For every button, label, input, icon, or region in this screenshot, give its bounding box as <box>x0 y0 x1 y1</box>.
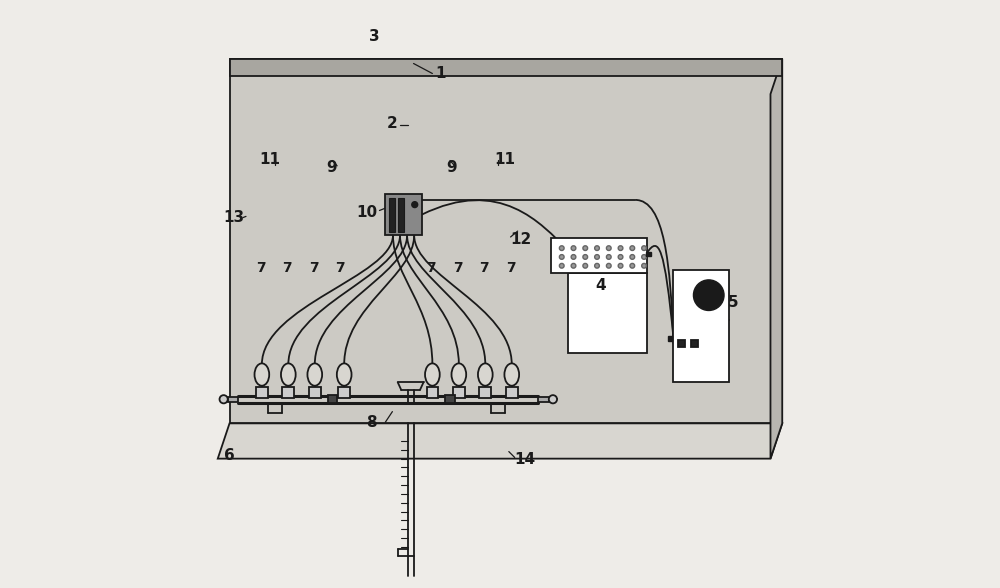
Ellipse shape <box>337 363 352 386</box>
Bar <box>282 387 294 398</box>
Text: 14: 14 <box>515 452 536 467</box>
Text: 1: 1 <box>435 66 446 81</box>
Bar <box>568 273 647 353</box>
Circle shape <box>642 246 646 250</box>
Circle shape <box>571 255 576 259</box>
Text: 7: 7 <box>282 260 292 275</box>
Bar <box>398 198 404 232</box>
Text: 9: 9 <box>446 160 457 175</box>
Polygon shape <box>230 59 782 423</box>
Text: 7: 7 <box>335 260 345 275</box>
Bar <box>691 340 698 347</box>
Bar <box>668 336 672 341</box>
Circle shape <box>559 246 564 250</box>
Circle shape <box>583 255 588 259</box>
Circle shape <box>571 246 576 250</box>
Circle shape <box>595 246 599 250</box>
Ellipse shape <box>281 363 296 386</box>
Ellipse shape <box>425 363 440 386</box>
Bar <box>678 340 685 347</box>
Polygon shape <box>218 423 782 459</box>
Circle shape <box>630 255 635 259</box>
Ellipse shape <box>478 363 493 386</box>
Circle shape <box>642 263 646 268</box>
Text: 8: 8 <box>366 415 377 430</box>
Bar <box>646 252 651 256</box>
Circle shape <box>220 395 228 403</box>
Ellipse shape <box>255 363 269 386</box>
Text: 3: 3 <box>369 29 380 44</box>
Bar <box>385 194 422 235</box>
Circle shape <box>595 255 599 259</box>
Polygon shape <box>551 238 647 273</box>
Text: 11: 11 <box>494 152 515 168</box>
Bar <box>328 395 337 403</box>
Bar <box>506 387 518 398</box>
Circle shape <box>618 246 623 250</box>
Bar <box>389 198 395 232</box>
Circle shape <box>642 255 646 259</box>
Circle shape <box>630 246 635 250</box>
Circle shape <box>606 263 611 268</box>
Bar <box>673 270 729 382</box>
Circle shape <box>559 255 564 259</box>
Text: 10: 10 <box>356 205 377 220</box>
Circle shape <box>595 263 599 268</box>
Ellipse shape <box>451 363 466 386</box>
Text: 7: 7 <box>426 260 436 275</box>
Text: 6: 6 <box>224 448 234 463</box>
Bar <box>228 397 238 402</box>
Bar <box>479 387 491 398</box>
Bar <box>338 387 350 398</box>
Bar <box>309 387 321 398</box>
Text: 9: 9 <box>327 160 337 175</box>
Text: 7: 7 <box>479 260 489 275</box>
Text: 7: 7 <box>256 260 266 275</box>
Circle shape <box>618 263 623 268</box>
Text: 7: 7 <box>506 260 516 275</box>
Circle shape <box>606 246 611 250</box>
Circle shape <box>606 255 611 259</box>
Text: 5: 5 <box>728 295 739 310</box>
Text: 4: 4 <box>595 278 606 293</box>
Bar <box>538 397 549 402</box>
Polygon shape <box>770 59 782 459</box>
Text: 13: 13 <box>224 210 245 225</box>
Circle shape <box>630 263 635 268</box>
Text: 2: 2 <box>387 116 398 131</box>
Circle shape <box>549 395 557 403</box>
Circle shape <box>571 263 576 268</box>
Circle shape <box>559 263 564 268</box>
Bar <box>426 387 438 398</box>
Circle shape <box>583 263 588 268</box>
Circle shape <box>412 202 418 208</box>
Bar <box>453 387 465 398</box>
Bar <box>256 387 268 398</box>
Bar <box>445 395 455 403</box>
Circle shape <box>583 246 588 250</box>
Text: 7: 7 <box>309 260 319 275</box>
Text: 11: 11 <box>259 152 280 168</box>
Circle shape <box>693 280 724 310</box>
Text: 7: 7 <box>453 260 463 275</box>
Ellipse shape <box>504 363 519 386</box>
Circle shape <box>618 255 623 259</box>
Ellipse shape <box>307 363 322 386</box>
Text: 12: 12 <box>511 232 532 248</box>
Polygon shape <box>230 59 782 76</box>
